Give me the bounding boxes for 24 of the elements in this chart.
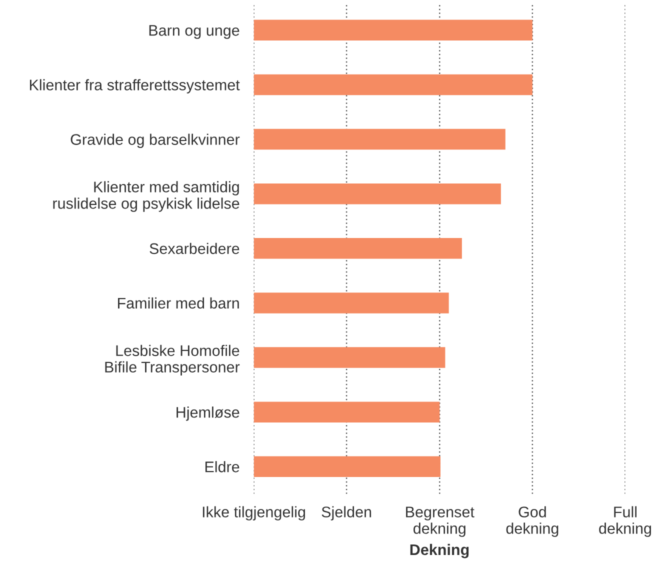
bar <box>254 128 506 150</box>
bar <box>254 402 440 422</box>
y-tick-label: Familier med barn <box>118 297 239 309</box>
ref-line-label: Ikke tilgjengelig <box>202 506 305 520</box>
y-tick-label: Hjemløse <box>176 406 240 421</box>
ref-line-label: Sjelden <box>322 506 372 520</box>
y-tick-label: Sexarbeidere <box>150 242 240 254</box>
bar <box>254 74 532 96</box>
x-axis-title: Dekning <box>410 544 469 558</box>
bar <box>254 456 440 477</box>
bar <box>254 20 532 41</box>
ref-line-label: Begrenset dekning <box>406 506 474 537</box>
ref-line-label: Full dekning <box>599 506 651 537</box>
bar <box>254 238 462 259</box>
y-tick-label: Klienter med samtidig ruslidelse og psykisk lidelse <box>53 181 240 212</box>
y-tick-label: Klienter fra strafferettssystemet <box>30 79 240 94</box>
bar <box>254 347 446 368</box>
y-tick-label: Eldre <box>205 461 240 472</box>
y-tick-label: Lesbiske Homofile Bifile Transpersoner <box>105 344 240 376</box>
bar <box>254 183 501 204</box>
y-tick-label: Gravide og barselkvinner <box>70 134 240 148</box>
bar <box>254 292 449 314</box>
y-tick-label: Barn og unge <box>149 25 240 39</box>
ref-line-label: God dekning <box>506 506 558 537</box>
